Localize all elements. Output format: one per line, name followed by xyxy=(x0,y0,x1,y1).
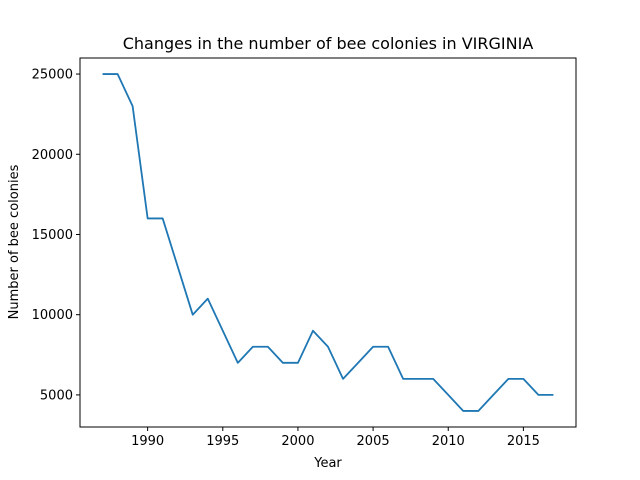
x-tick-label: 1995 xyxy=(206,434,239,449)
y-tick-label: 10000 xyxy=(32,308,73,323)
series-line xyxy=(102,73,554,412)
x-tick-label: 2015 xyxy=(507,434,540,449)
x-tick-label: 2010 xyxy=(432,434,465,449)
y-tick-label: 25000 xyxy=(32,68,73,83)
x-tick-label: 1990 xyxy=(131,434,164,449)
y-tick-label: 5000 xyxy=(40,388,73,403)
x-tick-label: 2005 xyxy=(357,434,390,449)
x-axis-label: Year xyxy=(313,456,342,471)
y-tick-label: 15000 xyxy=(32,228,73,243)
axes-frame xyxy=(79,57,577,428)
y-tick-label: 20000 xyxy=(32,148,73,163)
plot-area: 1990 1995 2000 2005 2010 2015 5000 10000 15000 20… xyxy=(32,57,577,449)
x-tick-label: 2000 xyxy=(281,434,314,449)
chart-title: Changes in the number of bee colonies in… xyxy=(123,34,534,53)
y-axis-label: Number of bee colonies xyxy=(7,164,22,319)
